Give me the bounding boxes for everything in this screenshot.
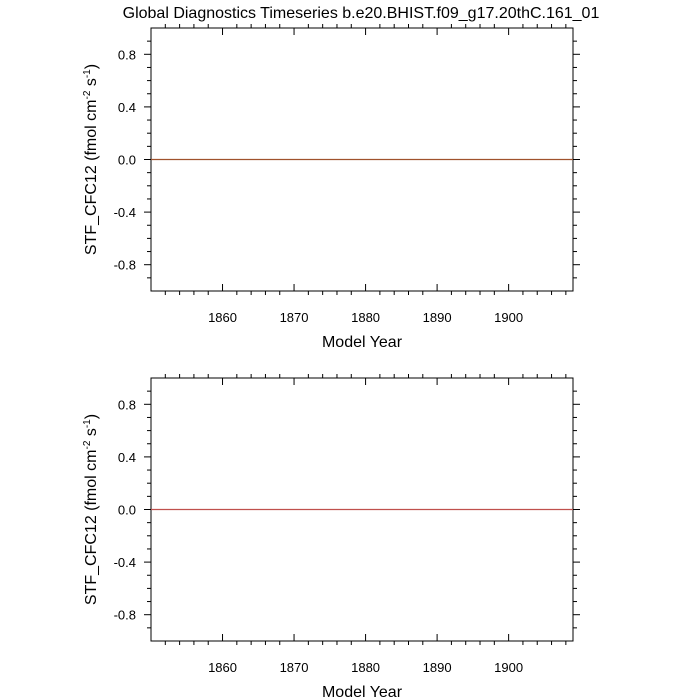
x-tick-label: 1900 xyxy=(494,660,523,675)
y-tick-label: 0.4 xyxy=(118,100,136,115)
x-tick-label: 1880 xyxy=(351,310,380,325)
y-axis-title-part: -2 xyxy=(82,90,93,99)
x-axis-title: Model Year xyxy=(322,334,403,351)
x-tick-label: 1860 xyxy=(208,310,237,325)
y-tick-label: 0.8 xyxy=(118,397,136,412)
panels: 1860 1870 1880 1890 1900 -0.8 -0.4 0.0 0.4 0.8 Mod… xyxy=(82,24,580,700)
x-tick-label: 1900 xyxy=(494,310,523,325)
y-tick-label: -0.8 xyxy=(114,258,136,273)
y-axis-title-part: ) xyxy=(83,64,100,69)
y-axis-title-part: STF_CFC12 (fmol cm xyxy=(83,450,100,606)
x-tick-label: 1890 xyxy=(423,660,452,675)
y-axis-title-part: -1 xyxy=(82,419,93,428)
y-tick-label: -0.4 xyxy=(114,555,136,570)
x-tick-label: 1880 xyxy=(351,660,380,675)
y-axis-title-part: ) xyxy=(83,414,100,419)
y-axis-title-part: -2 xyxy=(82,440,93,449)
y-tick-label: -0.8 xyxy=(114,608,136,623)
y-axis-title-part: STF_CFC12 (fmol cm xyxy=(83,100,100,256)
y-tick-label: -0.4 xyxy=(114,205,136,220)
y-axis-title-part: s xyxy=(83,78,100,90)
y-tick-label: 0.0 xyxy=(118,153,136,168)
x-tick-label: 1870 xyxy=(280,660,309,675)
y-axis-title-part: -1 xyxy=(82,69,93,78)
y-tick-label: 0.4 xyxy=(118,450,136,465)
chart-panel-1: 1860 1870 1880 1890 1900 -0.8 -0.4 0.0 0.4 0.8 Mod… xyxy=(82,24,580,351)
x-axis-title: Model Year xyxy=(322,684,403,700)
y-axis-title: STF_CFC12 (fmol cm-2 s-1) xyxy=(82,64,100,255)
x-tick-label: 1860 xyxy=(208,660,237,675)
figure-title: Global Diagnostics Timeseries b.e20.BHIS… xyxy=(123,5,600,22)
y-tick-label: 0.0 xyxy=(118,503,136,518)
y-axis-title: STF_CFC12 (fmol cm-2 s-1) xyxy=(82,414,100,605)
x-tick-label: 1870 xyxy=(280,310,309,325)
y-tick-label: 0.8 xyxy=(118,47,136,62)
y-axis-title-part: s xyxy=(83,428,100,440)
x-tick-label: 1890 xyxy=(423,310,452,325)
chart-panel-2: 1860 1870 1880 1890 1900 -0.8 -0.4 0.0 0.4 0.8 Mod… xyxy=(82,374,580,700)
